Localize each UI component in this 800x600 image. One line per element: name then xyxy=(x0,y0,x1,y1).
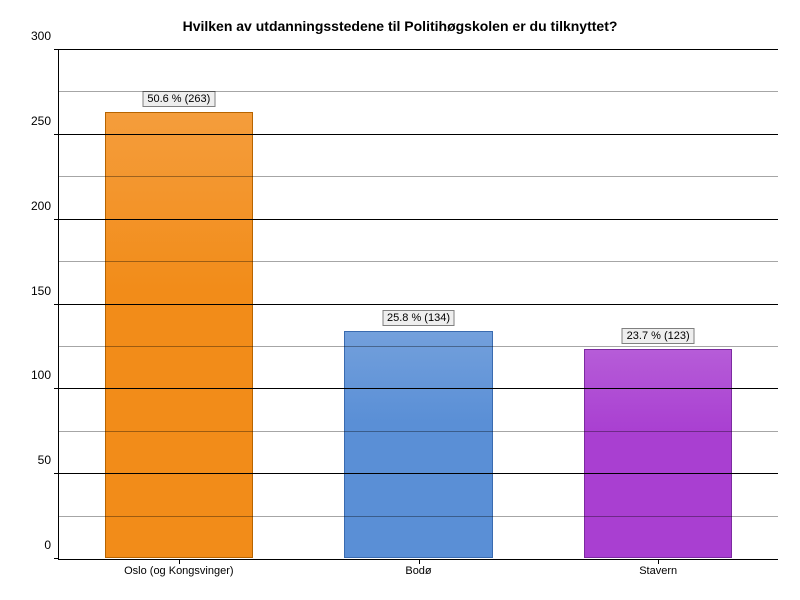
y-tick-label: 100 xyxy=(31,368,59,382)
y-gridline xyxy=(59,388,778,389)
bar xyxy=(105,112,254,558)
y-gridline xyxy=(59,49,778,50)
y-gridline-minor xyxy=(59,516,778,517)
bar xyxy=(584,349,733,558)
x-tick-label: Bodø xyxy=(405,559,431,577)
y-tick-label: 300 xyxy=(31,29,59,43)
y-tick-label: 150 xyxy=(31,284,59,298)
bar-data-label: 50.6 % (263) xyxy=(142,91,215,107)
bar-data-label: 23.7 % (123) xyxy=(622,328,695,344)
y-tick-label: 200 xyxy=(31,199,59,213)
bars-layer: 50.6 % (263) 25.8 % (134) 23.7 % (123) xyxy=(59,50,778,559)
y-gridline-minor xyxy=(59,261,778,262)
x-tick-label: Stavern xyxy=(639,559,677,577)
bar-data-label: 25.8 % (134) xyxy=(382,310,455,326)
y-tick-mark xyxy=(54,134,59,135)
y-gridline-minor xyxy=(59,176,778,177)
y-gridline xyxy=(59,134,778,135)
y-gridline-minor xyxy=(59,91,778,92)
y-tick-mark xyxy=(54,304,59,305)
plot-area: 50.6 % (263)25.8 % (134)23.7 % (123) 050… xyxy=(58,50,778,560)
y-tick-mark xyxy=(54,473,59,474)
y-tick-label: 0 xyxy=(44,538,59,552)
y-gridline xyxy=(59,473,778,474)
y-tick-mark xyxy=(54,219,59,220)
chart-container: Hvilken av utdanningsstedene til Politih… xyxy=(0,0,800,600)
y-tick-label: 250 xyxy=(31,114,59,128)
chart-title: Hvilken av utdanningsstedene til Politih… xyxy=(0,0,800,42)
y-gridline-minor xyxy=(59,431,778,432)
y-gridline-minor xyxy=(59,346,778,347)
y-tick-mark xyxy=(54,388,59,389)
y-gridline xyxy=(59,219,778,220)
y-tick-mark xyxy=(54,49,59,50)
bar xyxy=(344,331,493,558)
x-tick-label: Oslo (og Kongsvinger) xyxy=(124,559,233,577)
bar-slot xyxy=(299,50,539,559)
bar-slot xyxy=(538,50,778,559)
y-tick-label: 50 xyxy=(38,453,59,467)
y-tick-mark xyxy=(54,558,59,559)
bar-slot xyxy=(59,50,299,559)
y-gridline xyxy=(59,304,778,305)
